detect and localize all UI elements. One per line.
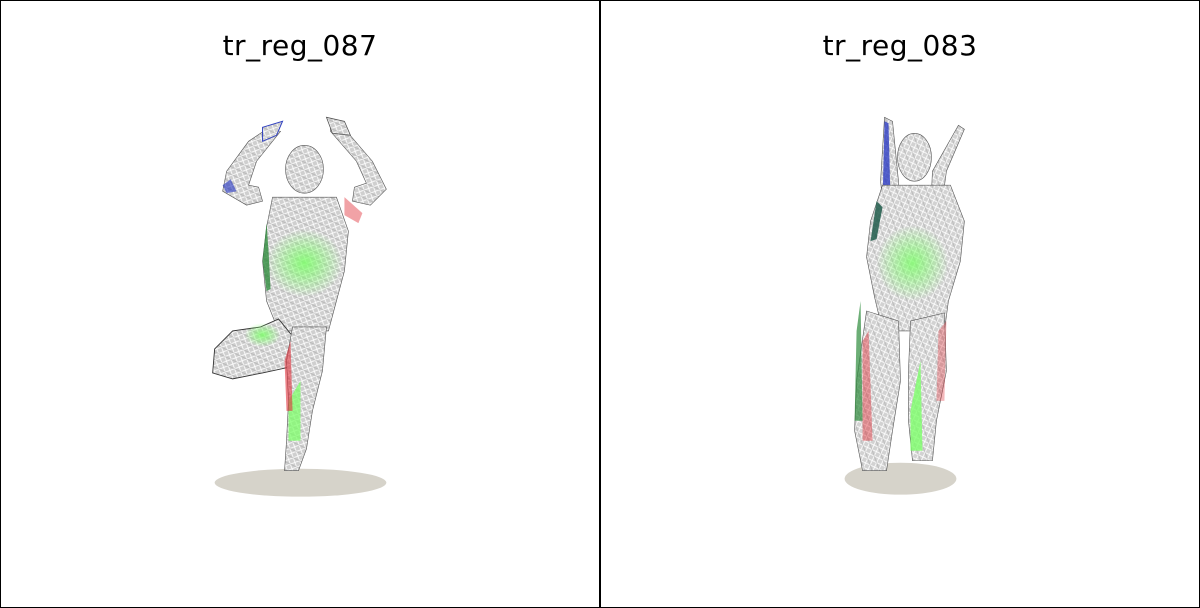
render-panel-right[interactable]: tr_reg_083 (601, 1, 1199, 607)
panel-title: tr_reg_087 (222, 29, 378, 62)
body-mesh (854, 116, 965, 472)
mesh-viewport[interactable] (1, 1, 599, 607)
render-panel-left[interactable]: tr_reg_087 (1, 1, 599, 607)
body-mesh (212, 116, 387, 472)
panel-title: tr_reg_083 (822, 29, 978, 62)
ground-shadow (214, 468, 387, 497)
ground-shadow (844, 462, 957, 495)
mesh-viewport[interactable] (601, 1, 1199, 607)
panel-divider (599, 1, 601, 607)
